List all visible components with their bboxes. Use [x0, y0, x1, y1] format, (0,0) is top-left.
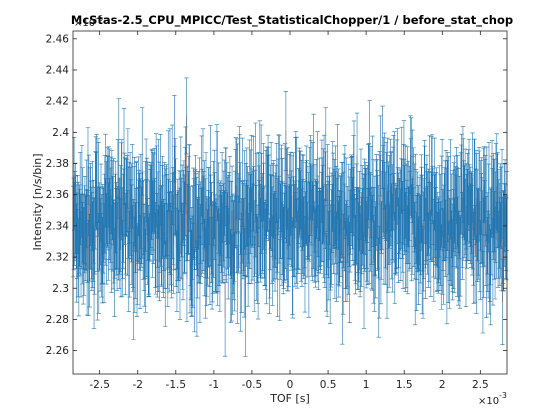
y-exponent: ×10 -6 [74, 14, 103, 29]
y-tick-label: 2.26 [46, 345, 70, 357]
y-tick-label: 2.36 [46, 189, 70, 201]
error-bar [184, 77, 189, 155]
x-axis: -2.5 -2 -1.5 -1 -0.5 0 0.5 1 1.5 2 2.5 [89, 31, 489, 391]
x-exponent-power: -3 [499, 391, 507, 400]
y-exponent-base: ×10 [74, 18, 95, 29]
y-tick-label: 2.32 [46, 252, 69, 264]
x-tick-label: -2.5 [89, 379, 110, 391]
x-tick-label: 1.5 [396, 379, 413, 391]
x-tick-label: 0 [287, 379, 294, 391]
y-axis-label: Intensity [n/s/bin] [31, 153, 44, 250]
x-tick-label: -0.5 [242, 379, 263, 391]
x-exponent-base: ×10 [478, 396, 499, 407]
error-bar [282, 183, 287, 281]
x-tick-label: 2.5 [472, 379, 489, 391]
y-tick-label: 2.28 [46, 314, 69, 326]
y-tick-label: 2.44 [46, 64, 70, 76]
y-tick-label: 2.46 [46, 33, 70, 45]
x-axis-label: TOF [s] [269, 392, 310, 405]
x-tick-label: 2 [439, 379, 446, 391]
x-tick-label: -1 [209, 379, 219, 391]
chart-title: McStas-2.5_CPU_MPICC/Test_StatisticalCho… [71, 13, 513, 28]
series-layer [71, 77, 509, 357]
y-axis: 2.26 2.28 2.3 2.32 2.34 2.36 2.38 2.4 2.42 2.44 2.… [46, 33, 507, 357]
x-exponent: ×10 -3 [478, 391, 507, 407]
y-tick-label: 2.34 [46, 220, 70, 232]
error-bar [504, 197, 509, 281]
x-tick-label: 0.5 [320, 379, 337, 391]
x-tick-label: -1.5 [166, 379, 187, 391]
error-bar [233, 137, 239, 234]
y-tick-label: 2.38 [46, 158, 69, 170]
x-tick-label: -2 [132, 379, 142, 391]
x-tick-label: 1 [363, 379, 370, 391]
y-tick-label: 2.4 [52, 127, 69, 139]
error-bar [277, 239, 282, 322]
y-tick-label: 2.42 [46, 96, 69, 108]
y-tick-label: 2.3 [52, 283, 69, 295]
y-exponent-power: -6 [95, 14, 103, 23]
